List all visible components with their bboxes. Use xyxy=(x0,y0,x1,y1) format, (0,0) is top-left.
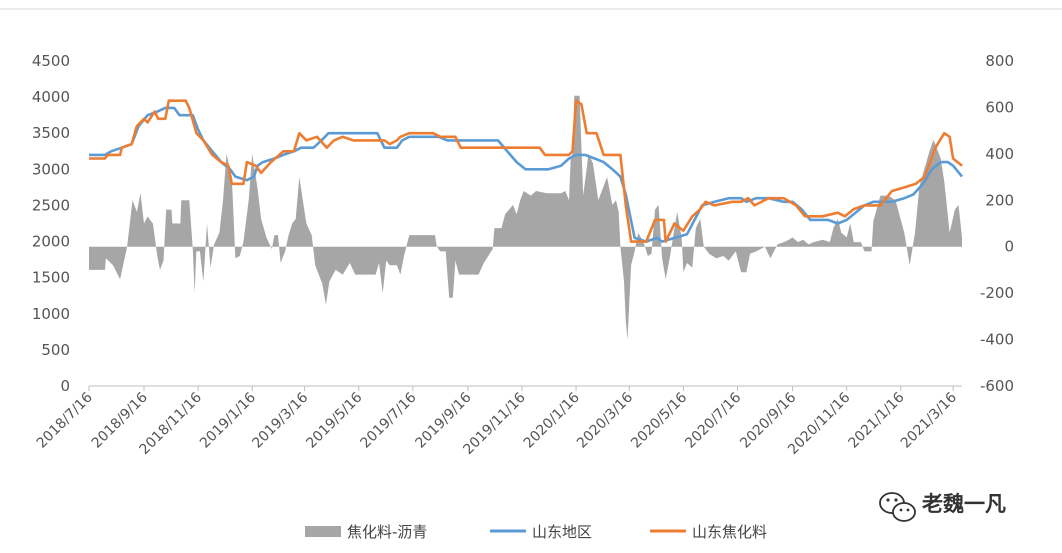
watermark-text: 老魏一凡 xyxy=(922,492,1006,516)
wechat-icon xyxy=(879,492,916,522)
legend-label: 焦化料-沥青 xyxy=(347,523,427,541)
y-left-tick-label: 1000 xyxy=(32,305,70,323)
x-tick-label: 2019/7/16 xyxy=(358,389,420,451)
axes xyxy=(0,8,1062,387)
x-tick-label: 2020/1/16 xyxy=(521,389,583,451)
x-tick-label: 2019/1/16 xyxy=(197,389,259,451)
y-left-tick-label: 4500 xyxy=(32,52,70,70)
y-left-tick-label: 2500 xyxy=(32,196,70,214)
y-right-tick-label: 800 xyxy=(985,52,1014,70)
y-left-tick-label: 500 xyxy=(41,341,70,359)
bars-series xyxy=(89,95,962,340)
x-axis: 2018/7/162018/9/162018/11/162019/1/16201… xyxy=(34,386,960,458)
y-left-tick-label: 0 xyxy=(60,377,70,395)
left-y-axis: 0 500 1000 1500 2000 2500 3000 3500 4000 4500 xyxy=(32,52,70,395)
y-right-tick-label: -600 xyxy=(980,377,1014,395)
legend: 焦化料-沥青 山东地区 山东焦化料 xyxy=(305,523,767,541)
x-tick-label: 2019/5/16 xyxy=(303,389,365,451)
x-tick-label: 2020/5/16 xyxy=(628,389,690,451)
watermark: 老魏一凡 xyxy=(879,492,1006,522)
x-tick-label: 2021/1/16 xyxy=(846,389,908,451)
x-tick-label: 2019/3/16 xyxy=(249,389,311,451)
y-right-tick-label: -400 xyxy=(980,331,1014,349)
line-series xyxy=(89,99,964,243)
y-left-tick-label: 4000 xyxy=(32,88,70,106)
y-right-tick-label: 200 xyxy=(985,191,1014,209)
y-left-tick-label: 3500 xyxy=(32,124,70,142)
y-right-tick-label: 400 xyxy=(985,145,1014,163)
legend-swatch xyxy=(305,526,341,537)
y-left-tick-label: 2000 xyxy=(32,233,70,251)
x-tick-label: 2021/3/16 xyxy=(898,389,960,451)
x-tick-label: 2020/3/16 xyxy=(574,389,636,451)
legend-item-spread: 焦化料-沥青 xyxy=(305,523,427,541)
right-y-axis: -600 -400 -200 0 200 400 600 800 xyxy=(980,52,1014,395)
series-spread-area xyxy=(89,95,962,340)
legend-label: 山东地区 xyxy=(532,523,592,541)
x-tick-label: 2020/7/16 xyxy=(682,389,744,451)
y-right-tick-label: 600 xyxy=(985,98,1014,116)
series-shandong-coking-line xyxy=(89,99,963,243)
y-left-tick-label: 1500 xyxy=(32,269,70,287)
x-tick-label: 2018/7/16 xyxy=(34,389,96,451)
legend-item-shandong-region: 山东地区 xyxy=(490,523,592,541)
legend-item-shandong-coking: 山东焦化料 xyxy=(650,523,767,541)
legend-label: 山东焦化料 xyxy=(692,523,767,541)
y-right-tick-label: -200 xyxy=(980,284,1014,302)
y-right-tick-label: 0 xyxy=(1004,238,1014,256)
y-left-tick-label: 3000 xyxy=(32,160,70,178)
